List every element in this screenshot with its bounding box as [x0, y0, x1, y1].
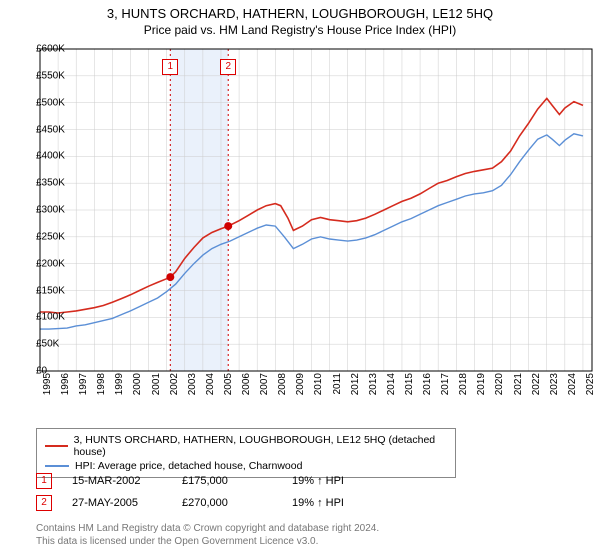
chart-subtitle: Price paid vs. HM Land Registry's House …	[0, 21, 600, 41]
y-tick-label: £100K	[36, 312, 38, 323]
x-tick-label: 2001	[149, 373, 162, 395]
y-tick-label: £450K	[36, 124, 38, 135]
y-tick-label: £150K	[36, 285, 38, 296]
x-tick-label: 2009	[293, 373, 306, 395]
x-tick-label: 2013	[366, 373, 379, 395]
chart-title: 3, HUNTS ORCHARD, HATHERN, LOUGHBOROUGH,…	[0, 0, 600, 21]
x-tick-label: 2012	[348, 373, 361, 395]
transaction-delta: 19% ↑ HPI	[292, 497, 382, 509]
transaction-row: 2 27-MAY-2005 £270,000 19% ↑ HPI	[36, 492, 382, 514]
x-tick-label: 1999	[112, 373, 125, 395]
transaction-date: 15-MAR-2002	[72, 475, 162, 487]
transaction-row: 1 15-MAR-2002 £175,000 19% ↑ HPI	[36, 470, 382, 492]
y-tick-label: £550K	[36, 70, 38, 81]
transaction-marker: 2	[36, 495, 52, 511]
legend-label: 3, HUNTS ORCHARD, HATHERN, LOUGHBOROUGH,…	[74, 434, 447, 458]
x-tick-label: 2016	[420, 373, 433, 395]
x-tick-label: 2002	[167, 373, 180, 395]
y-tick-label: £300K	[36, 205, 38, 216]
x-tick-label: 2014	[384, 373, 397, 395]
x-tick-label: 2024	[565, 373, 578, 395]
x-tick-label: 2025	[583, 373, 596, 395]
x-tick-label: 1997	[76, 373, 89, 395]
axis-ticks: £0 £50K £100K £150K £200K £250K £300K £350K £400…	[36, 41, 596, 401]
y-tick-label: £500K	[36, 97, 38, 108]
x-tick-label: 2019	[474, 373, 487, 395]
legend-item: 3, HUNTS ORCHARD, HATHERN, LOUGHBOROUGH,…	[45, 433, 447, 459]
x-tick-label: 2018	[456, 373, 469, 395]
transaction-date: 27-MAY-2005	[72, 497, 162, 509]
x-tick-label: 2023	[547, 373, 560, 395]
transaction-delta: 19% ↑ HPI	[292, 475, 382, 487]
y-tick-label: £200K	[36, 258, 38, 269]
x-tick-label: 2005	[221, 373, 234, 395]
transactions-table: 1 15-MAR-2002 £175,000 19% ↑ HPI 2 27-MAY-200…	[36, 470, 382, 514]
x-tick-label: 2003	[185, 373, 198, 395]
x-tick-label: 2000	[130, 373, 143, 395]
chart-marker-1: 1	[162, 59, 178, 75]
x-tick-label: 2008	[275, 373, 288, 395]
x-tick-label: 2020	[492, 373, 505, 395]
x-tick-label: 2011	[330, 373, 343, 395]
legend-swatch	[45, 445, 68, 447]
x-tick-label: 2006	[239, 373, 252, 395]
x-tick-label: 1996	[58, 373, 71, 395]
y-tick-label: £250K	[36, 231, 38, 242]
transaction-price: £270,000	[182, 497, 272, 509]
x-tick-label: 2007	[257, 373, 270, 395]
x-tick-label: 1998	[94, 373, 107, 395]
x-tick-label: 2017	[438, 373, 451, 395]
footer-line-2: This data is licensed under the Open Gov…	[36, 535, 379, 548]
footer-note: Contains HM Land Registry data © Crown c…	[36, 522, 379, 548]
x-tick-label: 2015	[402, 373, 415, 395]
chart-area: £0 £50K £100K £150K £200K £250K £300K £350K £400…	[36, 41, 596, 401]
legend-swatch	[45, 465, 69, 467]
y-tick-label: £400K	[36, 151, 38, 162]
x-tick-label: 2004	[203, 373, 216, 395]
transaction-marker: 1	[36, 473, 52, 489]
y-tick-label: £0	[36, 366, 38, 377]
chart-marker-2: 2	[220, 59, 236, 75]
x-tick-label: 2022	[529, 373, 542, 395]
y-tick-label: £600K	[36, 44, 38, 55]
x-tick-label: 2010	[311, 373, 324, 395]
footer-line-1: Contains HM Land Registry data © Crown c…	[36, 522, 379, 535]
x-tick-label: 2021	[511, 373, 524, 395]
x-tick-label: 1995	[40, 373, 53, 395]
transaction-price: £175,000	[182, 475, 272, 487]
y-tick-label: £50K	[36, 339, 38, 350]
y-tick-label: £350K	[36, 178, 38, 189]
